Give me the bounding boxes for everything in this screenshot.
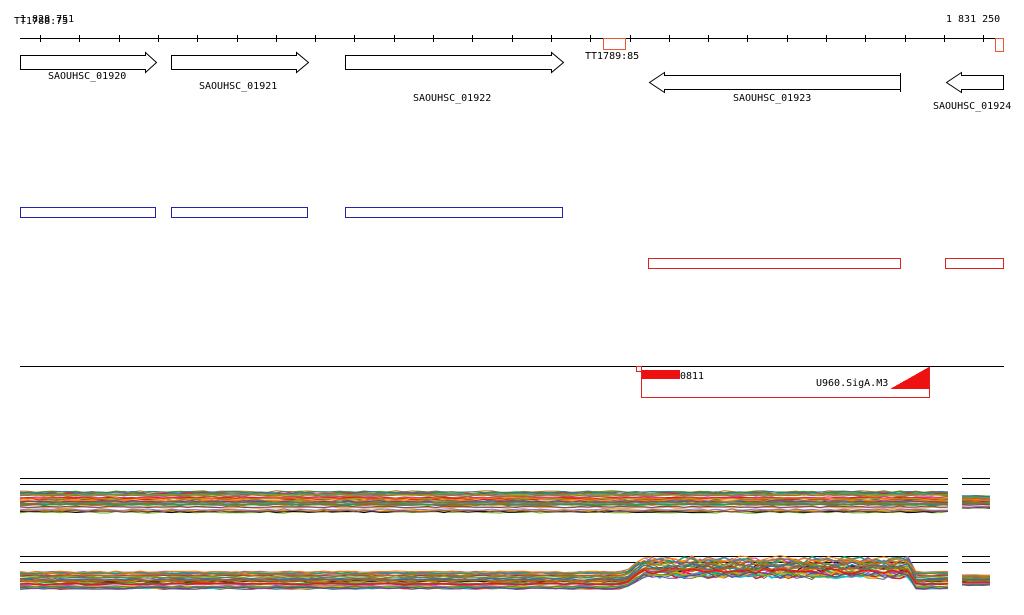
coordinate-axis bbox=[20, 35, 1004, 42]
regulatory-track: 0811 U960.SigA.M3 bbox=[20, 366, 1004, 398]
forward-block-01922[interactable] bbox=[346, 208, 563, 218]
gene-arrow-01920[interactable] bbox=[21, 53, 157, 73]
gene-arrow-01923[interactable] bbox=[650, 73, 901, 93]
gene-label-01920: SAOUHSC_01920 bbox=[48, 71, 126, 82]
sigma-label: U960.SigA.M3 bbox=[816, 378, 888, 389]
promoter-block[interactable] bbox=[641, 370, 680, 379]
gene-label-01923: SAOUHSC_01923 bbox=[733, 93, 811, 104]
reverse-block-01924[interactable] bbox=[946, 259, 1004, 269]
expression-reverse-profile-line bbox=[962, 582, 990, 583]
gene-arrow-01924[interactable] bbox=[947, 73, 1004, 93]
terminator-left-label: TT1788:75 bbox=[14, 17, 68, 27]
forward-block-01920[interactable] bbox=[21, 208, 156, 218]
terminator-mid-label: TT1789:85 bbox=[585, 52, 639, 62]
gene-arrow-01922[interactable] bbox=[346, 53, 564, 73]
terminator-right-marker[interactable] bbox=[996, 39, 1004, 52]
reverse-strand-track bbox=[649, 259, 1004, 269]
expression-reverse-profile-line bbox=[962, 575, 990, 576]
expression-track-forward bbox=[20, 479, 990, 514]
reverse-block-01923[interactable] bbox=[649, 259, 901, 269]
end-coordinate: 1 831 250 bbox=[946, 15, 1000, 25]
forward-strand-track bbox=[21, 208, 563, 218]
expression-track-reverse bbox=[20, 556, 990, 590]
forward-block-01921[interactable] bbox=[172, 208, 308, 218]
terminator-mid-marker[interactable] bbox=[604, 39, 626, 50]
expression-reverse-profile-line bbox=[962, 583, 990, 584]
gene-label-01921: SAOUHSC_01921 bbox=[199, 81, 277, 92]
sigma-site-marker[interactable] bbox=[890, 367, 929, 389]
gene-arrow-01921[interactable] bbox=[172, 53, 309, 73]
gene-label-01924: SAOUHSC_01924 bbox=[933, 101, 1011, 112]
gene-label-01922: SAOUHSC_01922 bbox=[413, 93, 491, 104]
promoter-label: 0811 bbox=[680, 371, 704, 382]
